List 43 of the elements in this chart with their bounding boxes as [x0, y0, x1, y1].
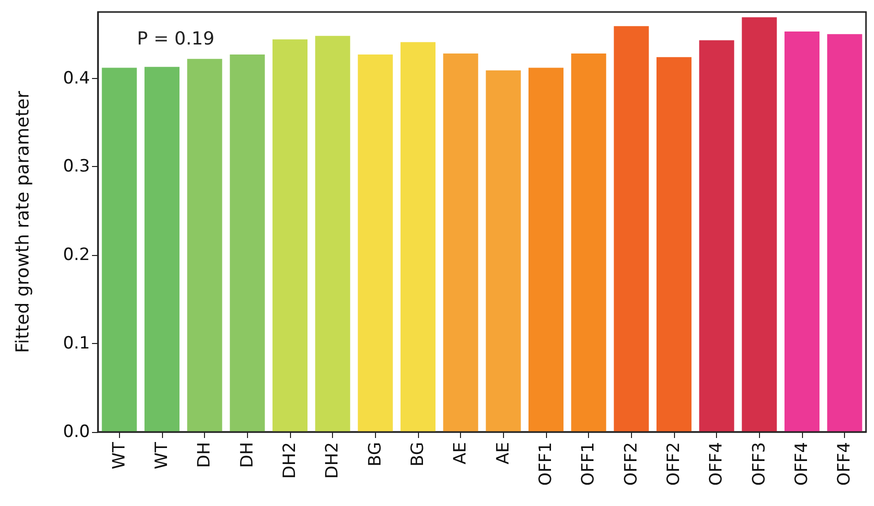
bar: [443, 54, 478, 432]
x-tick-label: OFF2: [664, 442, 684, 486]
x-tick-label: DH2: [322, 442, 343, 479]
y-tick-label: 0.1: [62, 334, 90, 354]
bar: [571, 54, 606, 432]
y-tick-label: 0.2: [62, 245, 90, 266]
x-tick-label: BG: [365, 442, 386, 467]
x-tick-label: OFF4: [792, 442, 812, 486]
x-tick-label: OFF3: [749, 442, 770, 486]
y-tick-label: 0.0: [62, 422, 90, 442]
x-tick-label: AE: [450, 442, 471, 464]
x-tick-label: DH: [237, 442, 258, 468]
bar: [827, 34, 862, 432]
bar: [784, 31, 820, 432]
bar: [486, 70, 521, 432]
x-tick-label: AE: [493, 442, 514, 464]
y-tick-label: 0.4: [62, 68, 90, 88]
x-tick-label: BG: [408, 442, 428, 467]
bar: [400, 42, 436, 432]
x-tick-label: OFF1: [578, 442, 599, 486]
bar: [656, 57, 692, 432]
x-tick-label: WT: [152, 441, 172, 470]
x-tick-label: OFF2: [621, 442, 642, 486]
bar: [614, 26, 649, 432]
bar: [187, 58, 222, 432]
y-axis-title: Fitted growth rate parameter: [12, 90, 34, 354]
x-tick-label: DH2: [280, 442, 300, 479]
bar: [528, 68, 564, 432]
bar: [144, 66, 180, 432]
bar: [699, 40, 734, 432]
bar: [272, 39, 308, 432]
bar: [742, 17, 777, 432]
x-tick-label: OFF1: [536, 442, 556, 486]
bar: [358, 54, 393, 432]
annotation: P = 0.19: [137, 28, 214, 50]
bar: [102, 68, 137, 432]
y-tick-label: 0.3: [62, 156, 90, 177]
bar: [230, 54, 265, 432]
x-tick-label: WT: [109, 441, 130, 470]
x-tick-label: OFF4: [834, 442, 855, 486]
x-tick-label: DH: [194, 442, 215, 468]
bar: [315, 36, 350, 432]
x-tick-label: OFF4: [706, 442, 727, 486]
